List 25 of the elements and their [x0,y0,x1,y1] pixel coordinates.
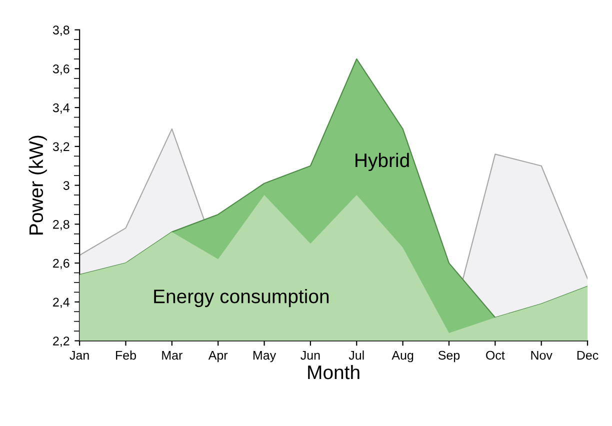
x-tick-label: May [253,350,276,362]
y-tick-label: 3 [63,181,70,190]
x-tick-label: Apr [208,350,228,362]
x-tick-label: Jul [348,350,364,360]
x-tick-label: Jan [70,350,89,360]
y-tick-label: 2,2 [53,336,70,347]
y-tick-label: 3,2 [52,142,70,153]
series-label: Hybrid [356,152,409,172]
y-tick-label: 2,6 [53,258,70,270]
y-tick-label: 2,4 [53,298,70,308]
x-axis-title: Month [308,364,360,380]
y-tick-label: 3,6 [52,64,70,75]
y-tick-label: 2,8 [53,220,70,230]
x-tick-label: Mar [162,350,182,360]
x-tick-label: Feb [116,350,136,360]
x-tick-label: Oct [486,350,505,360]
series-label: Energy consumption [154,288,329,308]
y-axis-title: Power (kW) [28,136,47,234]
x-tick-label: Aug [392,350,414,362]
x-tick-label: Nov [531,350,552,360]
x-tick-label: Sep [438,350,460,362]
y-tick-label: 3,8 [52,26,70,36]
x-tick-label: Jun [300,350,320,360]
x-tick-label: Dec [577,350,598,360]
y-tick-label: 3,4 [52,103,70,114]
